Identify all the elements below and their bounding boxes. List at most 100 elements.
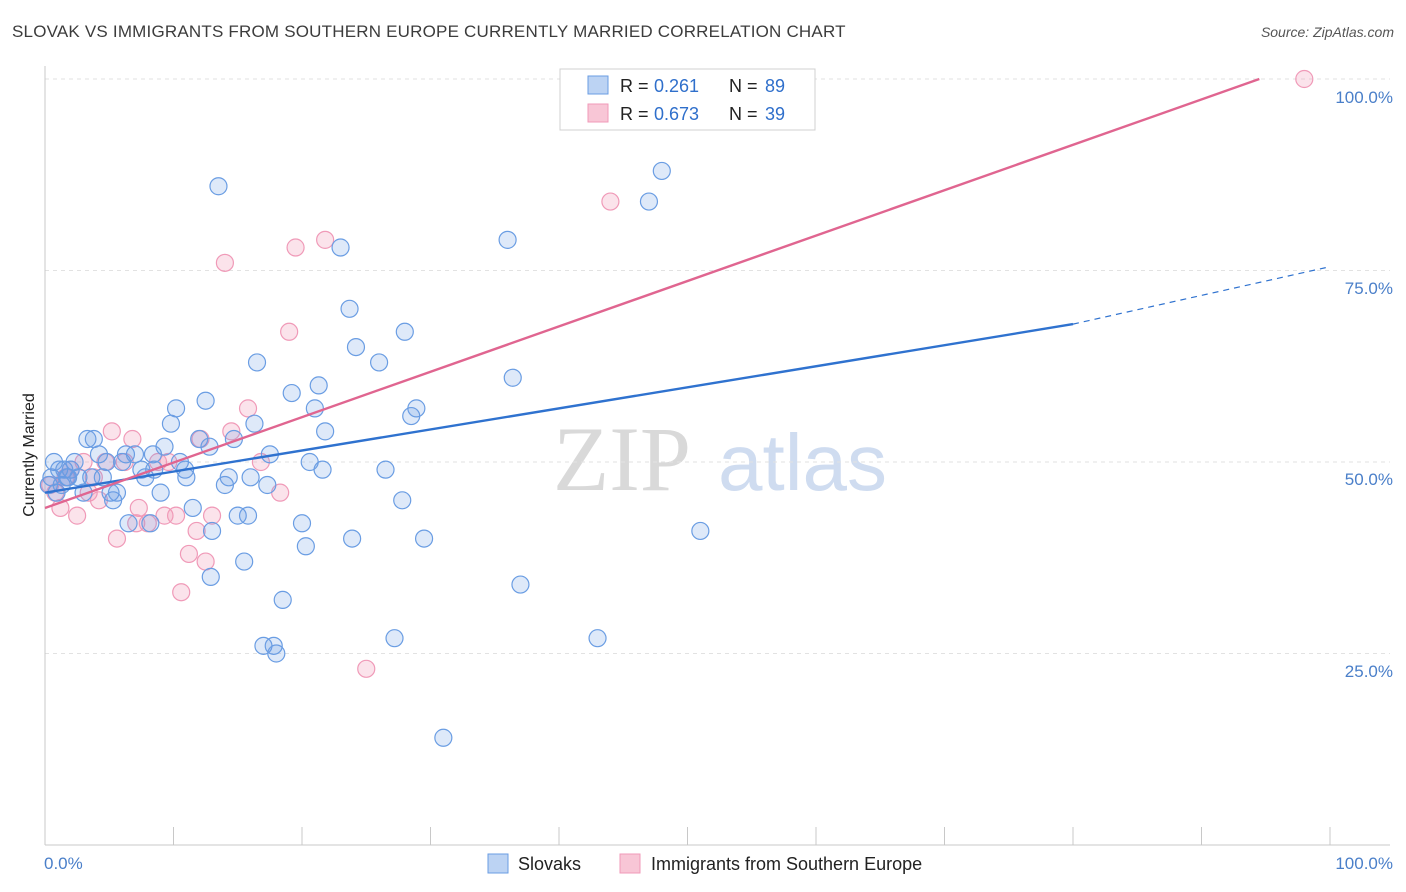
axes: [44, 66, 1390, 846]
slovaks-point: [65, 452, 84, 472]
watermark-zip: ZIP: [553, 408, 691, 510]
slovaks-point: [343, 529, 362, 548]
slovaks-point: [196, 391, 215, 410]
slovaks-point: [119, 514, 138, 533]
slovaks-point: [503, 368, 522, 387]
slovaks-point: [376, 460, 395, 479]
legend-n-label-1: N =: [729, 76, 758, 96]
x-tick-label-min: 0.0%: [44, 854, 83, 873]
x-tick-label-max: 100.0%: [1335, 854, 1393, 873]
slovaks-point: [346, 338, 366, 357]
immigrants-point: [102, 422, 121, 441]
immigrants-point: [316, 230, 335, 249]
correlation-legend: R = 0.261 N = 89 R = 0.673 N = 39: [559, 68, 816, 131]
immigrants-point: [172, 583, 191, 602]
slovaks-point: [59, 468, 78, 487]
immigrants-point: [68, 506, 87, 525]
slovaks-point: [84, 429, 103, 449]
slovaks-point: [313, 460, 332, 479]
slovaks-point: [183, 498, 202, 518]
watermark-atlas: atlas: [718, 418, 887, 507]
slovaks-point: [639, 192, 659, 211]
immigrants-point: [280, 322, 299, 341]
slovaks-point: [202, 521, 222, 541]
legend-swatch-immigrants: [587, 103, 609, 123]
slovaks-point: [393, 491, 412, 510]
y-tick-label-25: 25.0%: [1345, 662, 1393, 681]
slovaks-point: [247, 353, 267, 372]
slovaks-point: [292, 514, 312, 533]
immigrants-points: [41, 69, 1314, 678]
slovaks-point: [309, 376, 328, 395]
legend-r-label-1: R =: [620, 76, 649, 96]
slovaks-point: [89, 445, 109, 464]
slovaks-points: [39, 69, 723, 747]
slovaks-trend-extension: [1072, 266, 1331, 325]
slovaks-point: [498, 230, 517, 249]
immigrants-point: [286, 238, 305, 257]
immigrants-point: [238, 399, 258, 418]
legend-r-value-1: 0.261: [654, 76, 699, 96]
immigrants-trend-line: [44, 77, 1260, 510]
slovaks-point: [414, 529, 434, 548]
y-axis-title: Currently Married: [21, 393, 38, 517]
immigrants-point: [601, 192, 620, 211]
slovaks-point: [141, 514, 160, 533]
immigrants-point: [123, 429, 142, 449]
y-tick-label-50: 50.0%: [1345, 470, 1393, 489]
slovaks-point: [267, 644, 286, 663]
slovaks-point: [161, 414, 181, 433]
series-legend: Slovaks Immigrants from Southern Europe: [487, 853, 922, 874]
slovaks-point: [588, 629, 607, 648]
y-tick-label-100: 100.0%: [1335, 88, 1393, 107]
immigrants-point: [187, 521, 206, 541]
slovaks-point: [78, 429, 97, 449]
slovaks-point: [340, 299, 359, 318]
immigrants-point: [215, 253, 234, 272]
slovaks-point: [370, 353, 389, 372]
y-tick-label-75: 75.0%: [1345, 279, 1393, 298]
slovaks-point: [166, 399, 186, 418]
slovaks-point: [395, 322, 414, 341]
slovaks-point: [316, 422, 335, 441]
slovaks-point: [235, 552, 254, 571]
slovaks-point: [209, 177, 228, 196]
bottom-legend-slovaks: Slovaks: [518, 854, 581, 874]
legend-r-value-2: 0.673: [654, 104, 699, 124]
slovaks-point: [190, 429, 209, 449]
legend-n-label-2: N =: [729, 104, 758, 124]
chart-title: SLOVAK VS IMMIGRANTS FROM SOUTHERN EUROP…: [12, 22, 846, 41]
slovaks-point: [238, 506, 258, 525]
slovaks-point: [296, 537, 315, 556]
slovaks-point: [282, 383, 301, 403]
slovaks-point: [331, 238, 350, 257]
source-label: Source: ZipAtlas.com: [1260, 24, 1394, 40]
slovaks-point: [273, 590, 292, 609]
slovaks-point: [151, 483, 170, 502]
slovaks-point: [652, 161, 671, 181]
immigrants-point: [166, 506, 186, 525]
immigrants-point: [357, 659, 376, 678]
immigrants-point: [179, 544, 199, 564]
trend-lines: [44, 77, 1331, 510]
slovaks-point: [511, 575, 530, 594]
slovaks-point: [434, 728, 453, 747]
slovaks-point: [245, 414, 264, 433]
slovaks-point: [258, 475, 277, 495]
slovaks-point: [407, 399, 426, 418]
immigrants-point: [1295, 69, 1314, 89]
legend-r-label-2: R =: [620, 104, 649, 124]
slovaks-point: [241, 468, 260, 487]
bottom-legend-swatch-immigrants: [619, 853, 641, 874]
legend-n-value-1: 89: [765, 76, 785, 96]
slovaks-point: [219, 468, 238, 487]
bottom-legend-swatch-slovaks: [487, 853, 509, 874]
bottom-legend-immigrants: Immigrants from Southern Europe: [651, 854, 922, 874]
immigrants-point: [127, 514, 146, 533]
immigrants-point: [196, 552, 215, 571]
slovaks-point: [385, 629, 404, 648]
slovaks-point: [143, 445, 163, 464]
immigrants-point: [202, 506, 222, 525]
legend-n-value-2: 39: [765, 104, 785, 124]
